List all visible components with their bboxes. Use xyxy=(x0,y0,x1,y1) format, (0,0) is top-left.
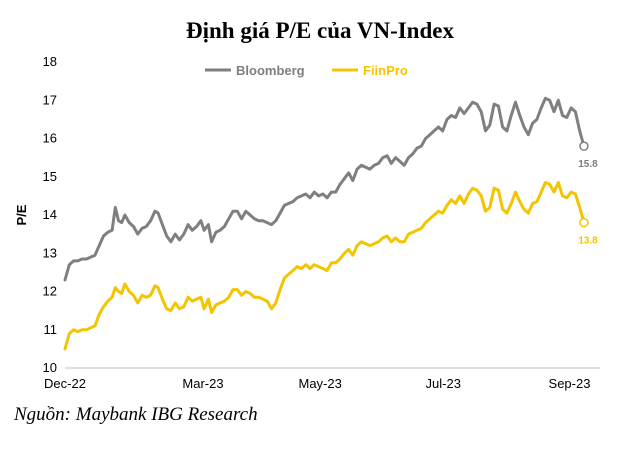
x-tick-label: Sep-23 xyxy=(549,376,591,391)
legend-label-fiinpro: FiinPro xyxy=(363,63,408,78)
end-label-bloomberg: 15.8 xyxy=(578,159,598,170)
y-axis-label: P/E xyxy=(14,204,29,225)
y-tick-label: 12 xyxy=(43,284,57,299)
y-tick-label: 17 xyxy=(43,92,57,107)
end-point-bloomberg xyxy=(579,141,589,151)
series-line-bloomberg xyxy=(63,96,586,282)
y-tick-label: 11 xyxy=(44,322,58,337)
y-tick-label: 18 xyxy=(43,54,57,69)
y-tick-label: 13 xyxy=(43,245,57,260)
end-point-fiinpro xyxy=(579,217,589,228)
y-tick-label: 14 xyxy=(43,207,57,222)
y-tick-label: 15 xyxy=(43,169,57,184)
source-note: Nguồn: Maybank IBG Research xyxy=(14,404,258,425)
legend-label-bloomberg: Bloomberg xyxy=(236,63,305,78)
series-line-fiinpro xyxy=(63,181,586,351)
y-tick-label: 16 xyxy=(43,131,57,146)
x-tick-label: May-23 xyxy=(299,376,342,391)
x-tick-label: Dec-22 xyxy=(44,376,86,391)
x-tick-label: Jul-23 xyxy=(426,376,461,391)
y-tick-label: 10 xyxy=(43,360,57,375)
end-label-fiinpro: 13.8 xyxy=(578,236,598,247)
chart-title: Định giá P/E của VN-Index xyxy=(186,18,454,43)
x-tick-label: Mar-23 xyxy=(182,376,223,391)
